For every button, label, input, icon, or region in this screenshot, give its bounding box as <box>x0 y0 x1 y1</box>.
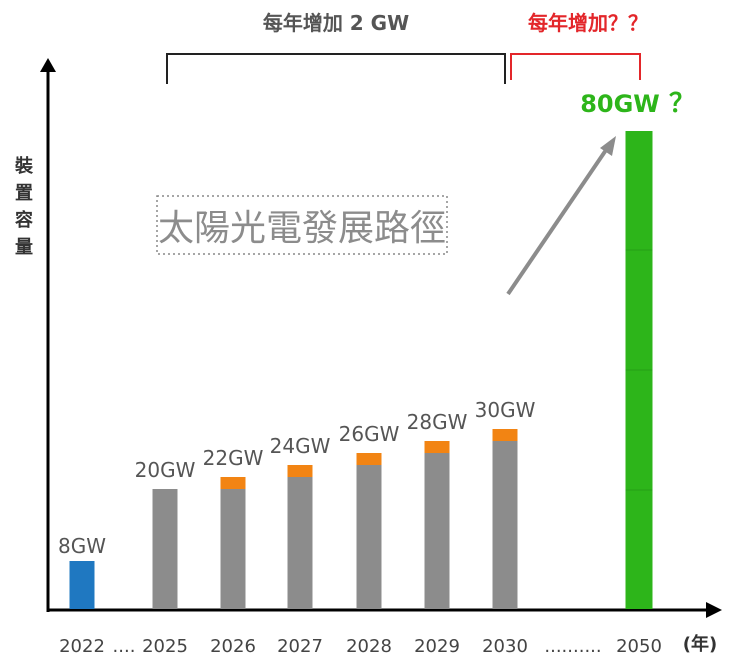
y-axis-label-char: 置 <box>15 183 33 204</box>
value-label-2026: 22GW <box>203 446 264 470</box>
bracket-unknown <box>510 53 641 80</box>
y-axis-label-char: 容 <box>15 209 33 231</box>
bracket-unknown-label: 每年增加？？ <box>528 11 648 35</box>
bar-existing-2030 <box>492 441 518 609</box>
bar-increase-2029 <box>424 441 450 453</box>
y-axis-arrow <box>40 58 56 72</box>
bar-increase-2028 <box>356 453 382 465</box>
value-label-2022: 8GW <box>58 534 106 558</box>
bar-increase-2027 <box>287 465 313 477</box>
x-tick-2026: 2026 <box>210 636 256 657</box>
bar-existing-2026 <box>220 489 246 609</box>
title-box <box>156 195 448 255</box>
x-tick-2050: 2050 <box>616 636 662 657</box>
x-tick-labels: 2022 2025 2026 2027 2028 2029 2030 2050........… <box>59 636 662 657</box>
value-label-2028: 26GW <box>339 422 400 446</box>
bar-existing-2025 <box>152 489 178 609</box>
bar-existing-2029 <box>424 453 450 609</box>
y-axis-label-char: 量 <box>15 236 33 258</box>
chart-title: 太陽光電發展路徑 <box>158 208 446 249</box>
x-axis-label: (年) <box>683 633 717 655</box>
value-label-2050: 80GW <box>580 90 660 118</box>
bar-existing-2027 <box>287 477 313 609</box>
value-label-2030: 30GW <box>475 398 536 422</box>
bar-existing-2028 <box>356 465 382 609</box>
x-tick-2027: 2027 <box>277 636 323 657</box>
growth-arrow-head <box>600 136 616 156</box>
bar-existing-2022 <box>69 561 95 609</box>
bracket-2gw <box>166 53 506 84</box>
x-tick-separator-2: .......... <box>544 636 601 657</box>
bars <box>69 131 653 609</box>
y-axis-label-char: 裝 <box>14 155 34 177</box>
value-label-2027: 24GW <box>270 434 331 458</box>
x-axis-arrow <box>706 602 722 618</box>
value-label-2029: 28GW <box>407 410 468 434</box>
bar-increase-2030 <box>492 429 518 441</box>
x-tick-separator-1: .... <box>113 636 136 657</box>
value-label-2025: 20GW <box>135 458 196 482</box>
x-tick-2029: 2029 <box>414 636 460 657</box>
bracket-2gw-label: 每年增加 2 GW <box>263 11 409 35</box>
target-question-mark: ？ <box>669 89 695 119</box>
value-labels: 8GW 20GW 22GW 24GW 26GW 28GW 30GW 80GW <box>58 90 660 558</box>
x-tick-2025: 2025 <box>142 636 188 657</box>
x-tick-2030: 2030 <box>482 636 528 657</box>
growth-arrow <box>506 148 608 296</box>
x-tick-2022: 2022 <box>59 636 105 657</box>
bar-increase-2026 <box>220 477 246 489</box>
x-tick-2028: 2028 <box>346 636 392 657</box>
